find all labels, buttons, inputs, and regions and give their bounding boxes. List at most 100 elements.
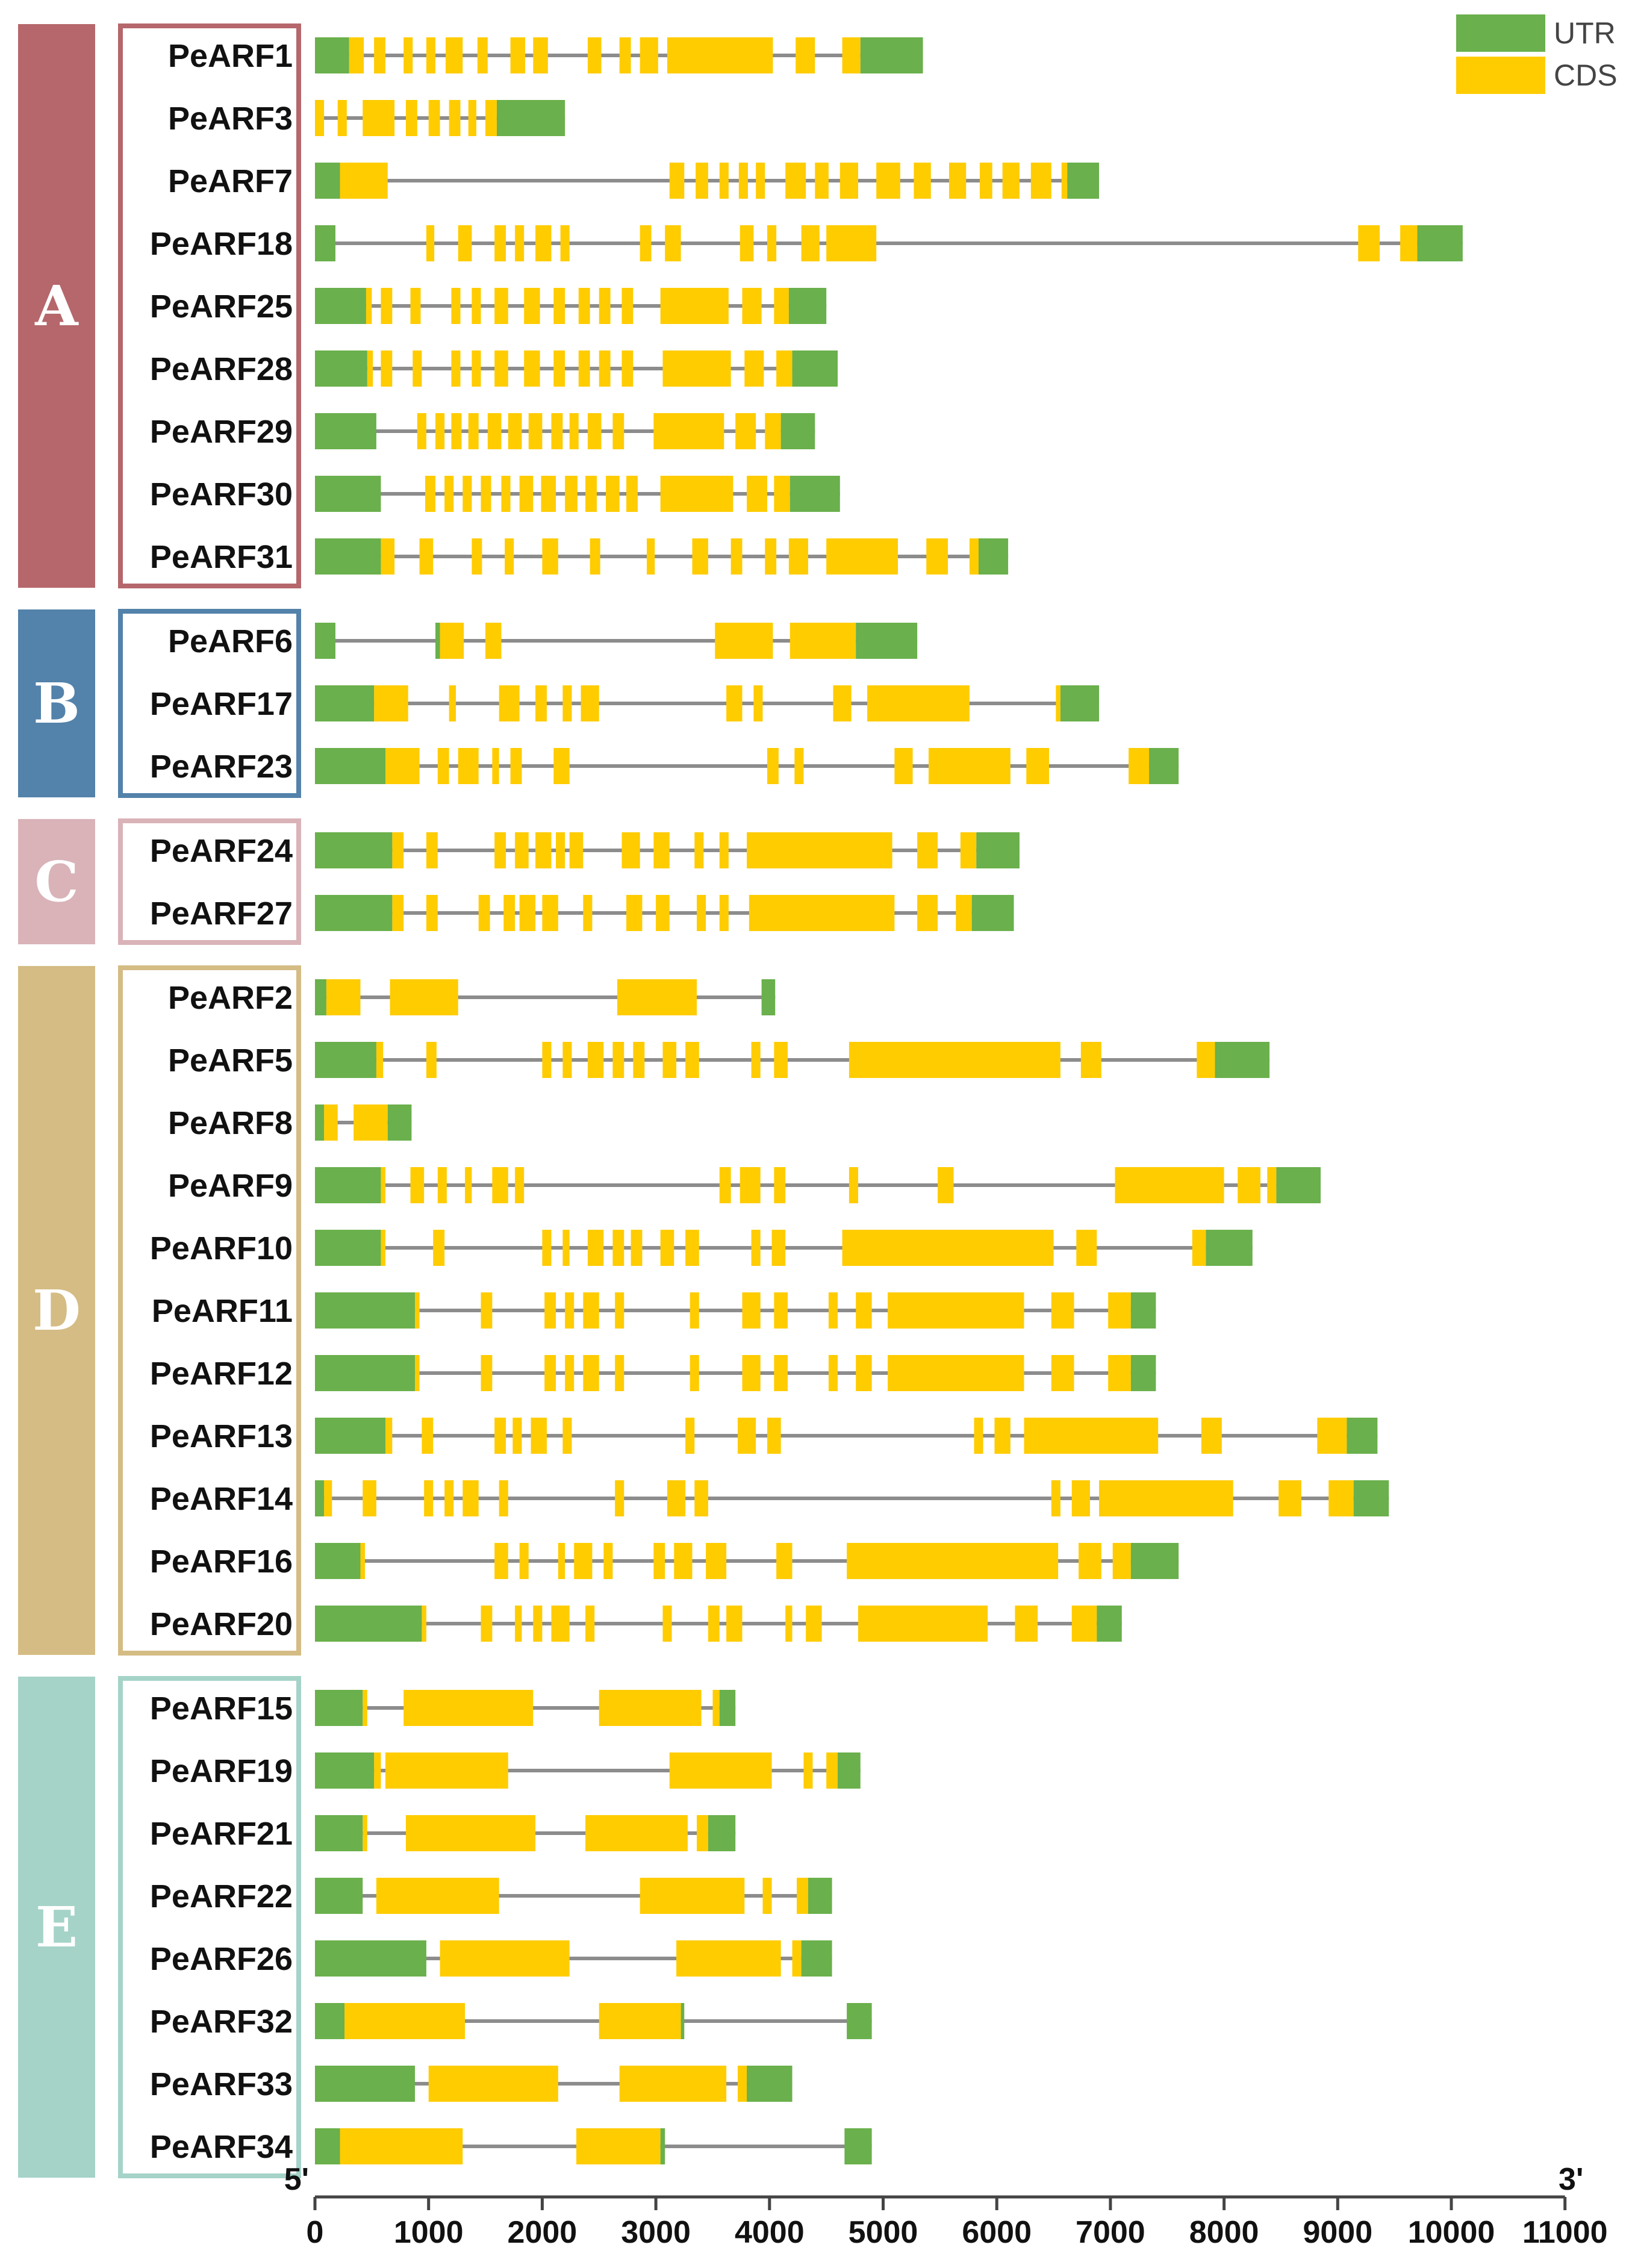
cds-segment (669, 163, 685, 199)
cds-segment (390, 979, 458, 1015)
cds-segment (583, 1355, 599, 1391)
utr-segment (790, 476, 840, 512)
gene-row: PeARF32 (150, 2003, 872, 2040)
cds-segment (444, 1480, 454, 1516)
gene-label: PeARF9 (168, 1168, 293, 1204)
cds-segment (499, 1480, 508, 1516)
label-frame (118, 965, 301, 1656)
subfamily-panels: A PeARF1 PeARF3 PeARF7 PeARF18 PeARF25 PeARF28… (18, 23, 1463, 2178)
cds-segment (676, 1940, 781, 1977)
cds-segment (1002, 163, 1020, 199)
cds-segment (385, 1418, 393, 1454)
cds-segment (477, 37, 488, 73)
cds-segment (849, 1167, 858, 1203)
cds-segment (776, 1543, 793, 1579)
cds-segment (425, 476, 436, 512)
cds-segment (756, 163, 765, 199)
cds-segment (553, 748, 570, 784)
utr-segment (315, 476, 381, 512)
cds-segment (451, 413, 462, 449)
cds-segment (381, 1167, 385, 1203)
cds-segment (674, 1543, 693, 1579)
cds-segment (510, 37, 526, 73)
cds-segment (587, 1042, 604, 1078)
cds-segment (849, 1042, 1060, 1078)
utr-segment (315, 1167, 381, 1203)
utr-segment (315, 225, 335, 261)
utr-segment (792, 350, 838, 387)
cds-segment (747, 832, 892, 868)
cds-segment (565, 1292, 575, 1329)
cds-segment (340, 2128, 463, 2164)
gene-row: PeARF3 (168, 100, 565, 137)
cds-segment (685, 1230, 699, 1266)
utr-segment (1130, 1292, 1156, 1329)
cds-segment (767, 748, 779, 784)
gene-row: PeARF2 (168, 979, 776, 1016)
cds-segment (544, 1355, 556, 1391)
utr-segment (315, 1543, 361, 1579)
cds-segment (694, 1480, 708, 1516)
cds-segment (615, 1480, 624, 1516)
gene-row: PeARF12 (150, 1355, 1156, 1392)
cds-segment (374, 37, 385, 73)
cds-segment (392, 895, 404, 931)
cds-segment (381, 538, 395, 575)
cds-segment (417, 413, 426, 449)
cds-segment (385, 1752, 508, 1789)
utr-segment (315, 37, 349, 73)
cds-segment (737, 1418, 756, 1454)
cds-segment (696, 163, 708, 199)
utr-segment (1276, 1167, 1321, 1203)
tick-label: 5000 (849, 2215, 918, 2250)
gene-row: PeARF6 (168, 623, 918, 659)
cds-segment (405, 1815, 536, 1851)
cds-segment (1279, 1480, 1301, 1516)
cds-segment (615, 1355, 624, 1391)
cds-segment (426, 895, 438, 931)
cds-segment (1051, 1480, 1060, 1516)
gene-row: PeARF13 (150, 1418, 1378, 1454)
gene-label: PeARF27 (150, 896, 293, 932)
utr-segment (801, 1940, 832, 1977)
cds-segment (444, 476, 454, 512)
cds-segment (1076, 1230, 1097, 1266)
cds-segment (585, 1606, 595, 1642)
utr-segment (496, 100, 565, 136)
cds-segment (801, 225, 820, 261)
cds-segment (994, 1418, 1011, 1454)
cds-segment (583, 895, 593, 931)
gene-row: PeARF14 (150, 1480, 1389, 1517)
utr-segment (315, 350, 367, 387)
cds-segment (562, 1230, 570, 1266)
cds-segment (894, 748, 913, 784)
cds-segment (503, 895, 515, 931)
utr-segment (838, 1752, 861, 1789)
cds-segment (381, 350, 393, 387)
cds-segment (1079, 1543, 1101, 1579)
cds-segment (697, 1815, 708, 1851)
cds-segment (1108, 1355, 1131, 1391)
gene-label: PeARF1 (168, 38, 293, 74)
gene-label: PeARF25 (150, 288, 293, 325)
cds-segment (826, 538, 899, 575)
cds-segment (633, 1042, 645, 1078)
cds-segment (485, 100, 497, 136)
cds-segment (656, 895, 670, 931)
cds-segment (788, 538, 808, 575)
cds-segment (776, 350, 793, 387)
cds-segment (463, 1480, 479, 1516)
cds-segment (1192, 1230, 1206, 1266)
group-bar (18, 819, 95, 944)
cds-segment (451, 288, 461, 324)
cds-segment (667, 37, 773, 73)
cds-segment (706, 1543, 727, 1579)
cds-segment (765, 413, 781, 449)
cds-segment (363, 1815, 367, 1851)
cds-segment (796, 37, 815, 73)
cds-segment (1129, 748, 1150, 784)
five-prime-label: 5' (284, 2162, 309, 2197)
cds-segment (410, 1167, 425, 1203)
utr-segment (1347, 1418, 1378, 1454)
utr-segment (761, 979, 776, 1015)
